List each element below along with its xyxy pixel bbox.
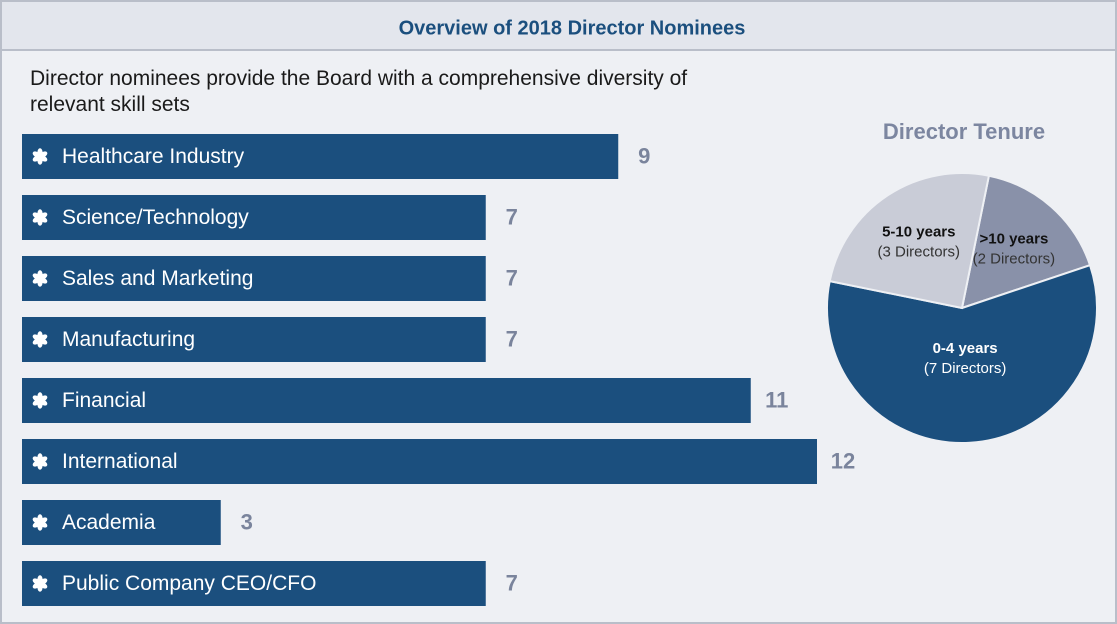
slice-label: 5-10 years: [882, 224, 955, 241]
bar: [22, 256, 486, 301]
icon-petal: [32, 517, 41, 524]
slice-label: 0-4 years: [933, 340, 998, 357]
value-label: 9: [638, 143, 650, 168]
value-label: 12: [831, 448, 855, 473]
bar: [22, 500, 221, 545]
value-label: 7: [506, 265, 518, 290]
bar: [22, 378, 751, 423]
icon-petal: [32, 212, 41, 219]
bar: [22, 195, 486, 240]
icon-petal: [32, 334, 41, 341]
header-band: [2, 2, 1115, 50]
bar: [22, 439, 817, 484]
value-label: 7: [506, 204, 518, 229]
bar-label: Public Company CEO/CFO: [62, 572, 316, 595]
value-label: 3: [241, 509, 253, 534]
slice-label: >10 years: [979, 230, 1048, 247]
bar-icon: [32, 148, 48, 165]
icon-petal: [32, 456, 41, 463]
value-label: 7: [506, 570, 518, 595]
bar-label: Manufacturing: [62, 328, 195, 351]
slice-value-label: (3 Directors): [878, 244, 961, 261]
bar-icon: [32, 453, 48, 470]
bar-icon: [32, 575, 48, 592]
bar-icon: [32, 514, 48, 531]
bar-label: Science/Technology: [62, 206, 249, 229]
subtitle: Director nominees provide the Board with…: [30, 67, 688, 116]
value-label: 7: [506, 326, 518, 351]
bar-icon: [32, 270, 48, 287]
bar-icon: [32, 392, 48, 409]
slice-value-label: (7 Directors): [924, 360, 1007, 377]
bar: [22, 134, 619, 179]
slice-value-label: (2 Directors): [973, 250, 1056, 267]
value-label: 11: [765, 387, 788, 412]
icon-petal: [32, 273, 41, 280]
bar-label: Healthcare Industry: [62, 145, 245, 168]
icon-petal: [32, 395, 41, 402]
chart-title: Overview of 2018 Director Nominees: [399, 17, 746, 39]
bar-label: Financial: [62, 389, 146, 412]
bar-icon: [32, 209, 48, 226]
icon-petal: [32, 151, 41, 158]
icon-petal: [32, 578, 41, 585]
pie-slice: [826, 263, 1098, 445]
bar-icon: [32, 331, 48, 348]
bar: [22, 561, 486, 606]
pie-title: Director Tenure: [883, 119, 1045, 144]
bar: [22, 317, 486, 362]
bar-label: Academia: [62, 511, 156, 534]
bar-label: International: [62, 450, 178, 473]
bar-label: Sales and Marketing: [62, 267, 253, 290]
pie-slice: [828, 172, 991, 310]
